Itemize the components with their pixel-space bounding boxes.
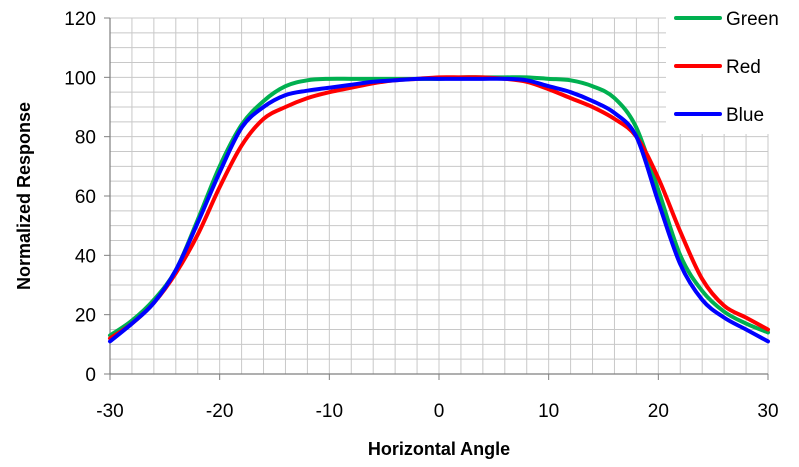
legend-label-red: Red xyxy=(726,57,761,78)
y-tick-label: 120 xyxy=(64,9,96,30)
x-tick-label: 0 xyxy=(434,401,445,422)
x-axis-title: Horizontal Angle xyxy=(368,439,510,459)
y-tick-label: 100 xyxy=(64,68,96,89)
x-tick-label: -30 xyxy=(96,401,123,422)
y-tick-label: 0 xyxy=(85,365,96,386)
legend: Green Red Blue xyxy=(666,0,799,134)
x-axis-ticks: -30 -20 -10 0 10 20 30 xyxy=(96,374,779,422)
legend-label-blue: Blue xyxy=(726,105,764,126)
y-axis-ticks: 0 20 40 60 80 100 120 xyxy=(64,9,110,386)
x-tick-label: 20 xyxy=(648,401,669,422)
x-tick-label: 10 xyxy=(538,401,559,422)
y-tick-label: 60 xyxy=(75,187,96,208)
x-tick-label: 30 xyxy=(757,401,778,422)
series-lines xyxy=(108,75,770,344)
legend-label-green: Green xyxy=(726,9,779,30)
y-tick-label: 40 xyxy=(75,246,96,267)
x-tick-label: -20 xyxy=(206,401,233,422)
series-line-blue xyxy=(108,76,770,344)
y-axis-title: Normalized Response xyxy=(14,102,34,290)
y-tick-label: 80 xyxy=(75,128,96,149)
x-tick-label: -10 xyxy=(316,401,343,422)
y-tick-label: 20 xyxy=(75,306,96,327)
